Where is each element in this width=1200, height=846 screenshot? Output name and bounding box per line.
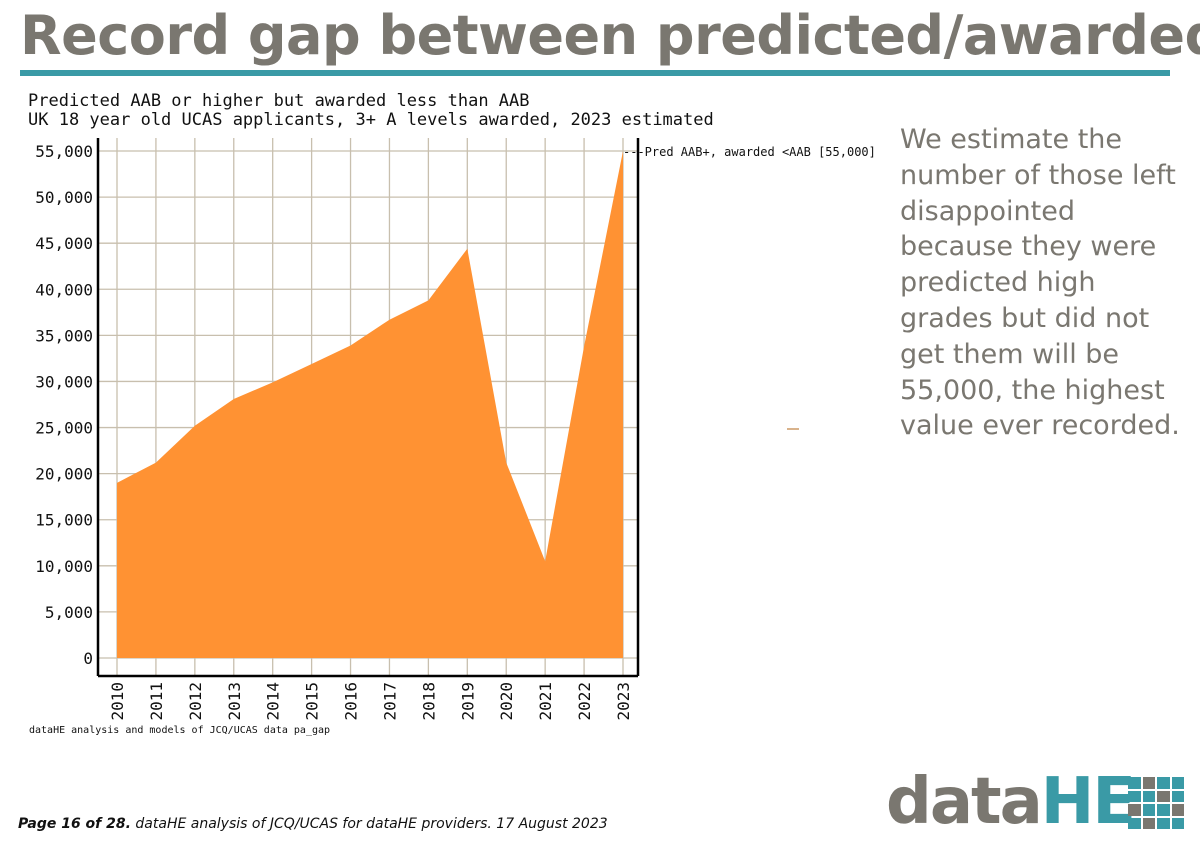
x-tick-label: 2011 <box>147 682 166 721</box>
x-tick-label: 2017 <box>380 682 399 721</box>
logo-he-text: HE <box>1040 765 1136 839</box>
y-tick-label: 25,000 <box>35 419 93 438</box>
source-note: dataHE analysis and models of JCQ/UCAS d… <box>29 725 331 736</box>
y-tick-labels: 0 5,000 10,000 15,000 20,000 25,000 30,000 35,0… <box>35 142 93 668</box>
chart-header: Predicted AAB or higher but awarded less… <box>28 92 714 130</box>
y-tick-label: 35,000 <box>35 326 93 345</box>
x-tick-label: 2019 <box>458 682 477 721</box>
x-tick-label: 2012 <box>186 682 205 721</box>
x-tick-labels: 2010 2011 2012 2013 2014 2015 2016 2017 2018 2019… <box>108 682 633 721</box>
y-tick-label: 40,000 <box>35 280 93 299</box>
x-tick-label: 2016 <box>342 682 361 721</box>
y-tick-label: 30,000 <box>35 372 93 391</box>
datahe-logo: dataHE <box>886 770 1136 834</box>
side-commentary: We estimate the number of those left dis… <box>900 124 1180 442</box>
x-tick-label: 2010 <box>108 682 127 721</box>
x-tick-label: 2018 <box>419 682 438 721</box>
chart-title: Predicted AAB or higher but awarded less… <box>28 91 530 111</box>
logo-grid-icon <box>1128 777 1184 829</box>
y-tick-label: 50,000 <box>35 188 93 207</box>
series-end-label: ---Pred AAB+, awarded <AAB [55,000] <box>623 145 876 159</box>
x-tick-label: 2023 <box>614 682 633 721</box>
x-tick-label: 2021 <box>536 682 555 721</box>
y-tick-label: 5,000 <box>45 603 93 622</box>
footer-page: Page 16 of 28. <box>18 816 131 832</box>
y-tick-label: 55,000 <box>35 142 93 161</box>
title-rule <box>20 70 1170 76</box>
chart-subtitle: UK 18 year old UCAS applicants, 3+ A lev… <box>28 110 714 130</box>
y-tick-label: 20,000 <box>35 465 93 484</box>
logo-data-text: data <box>886 765 1043 839</box>
footer-text: dataHE analysis of JCQ/UCAS for dataHE p… <box>130 816 608 832</box>
page-title: Record gap between predicted/awarded <box>20 4 1200 67</box>
x-tick-label: 2015 <box>303 682 322 721</box>
footer: Page 16 of 28. dataHE analysis of JCQ/UC… <box>18 816 608 832</box>
area-series-pred-aab <box>117 151 623 658</box>
y-tick-label: 15,000 <box>35 511 93 530</box>
y-tick-label: 45,000 <box>35 234 93 253</box>
x-tick-label: 2020 <box>497 682 516 721</box>
axes <box>96 138 640 678</box>
x-tick-label: 2014 <box>264 682 283 721</box>
series-end-label-text: ---Pred AAB+, awarded <AAB [55,000] <box>623 145 876 159</box>
y-tick-label: 10,000 <box>35 557 93 576</box>
decorative-dash <box>787 428 799 430</box>
x-tick-label: 2013 <box>225 682 244 721</box>
y-tick-label: 0 <box>83 649 93 668</box>
x-tick-label: 2022 <box>575 682 594 721</box>
